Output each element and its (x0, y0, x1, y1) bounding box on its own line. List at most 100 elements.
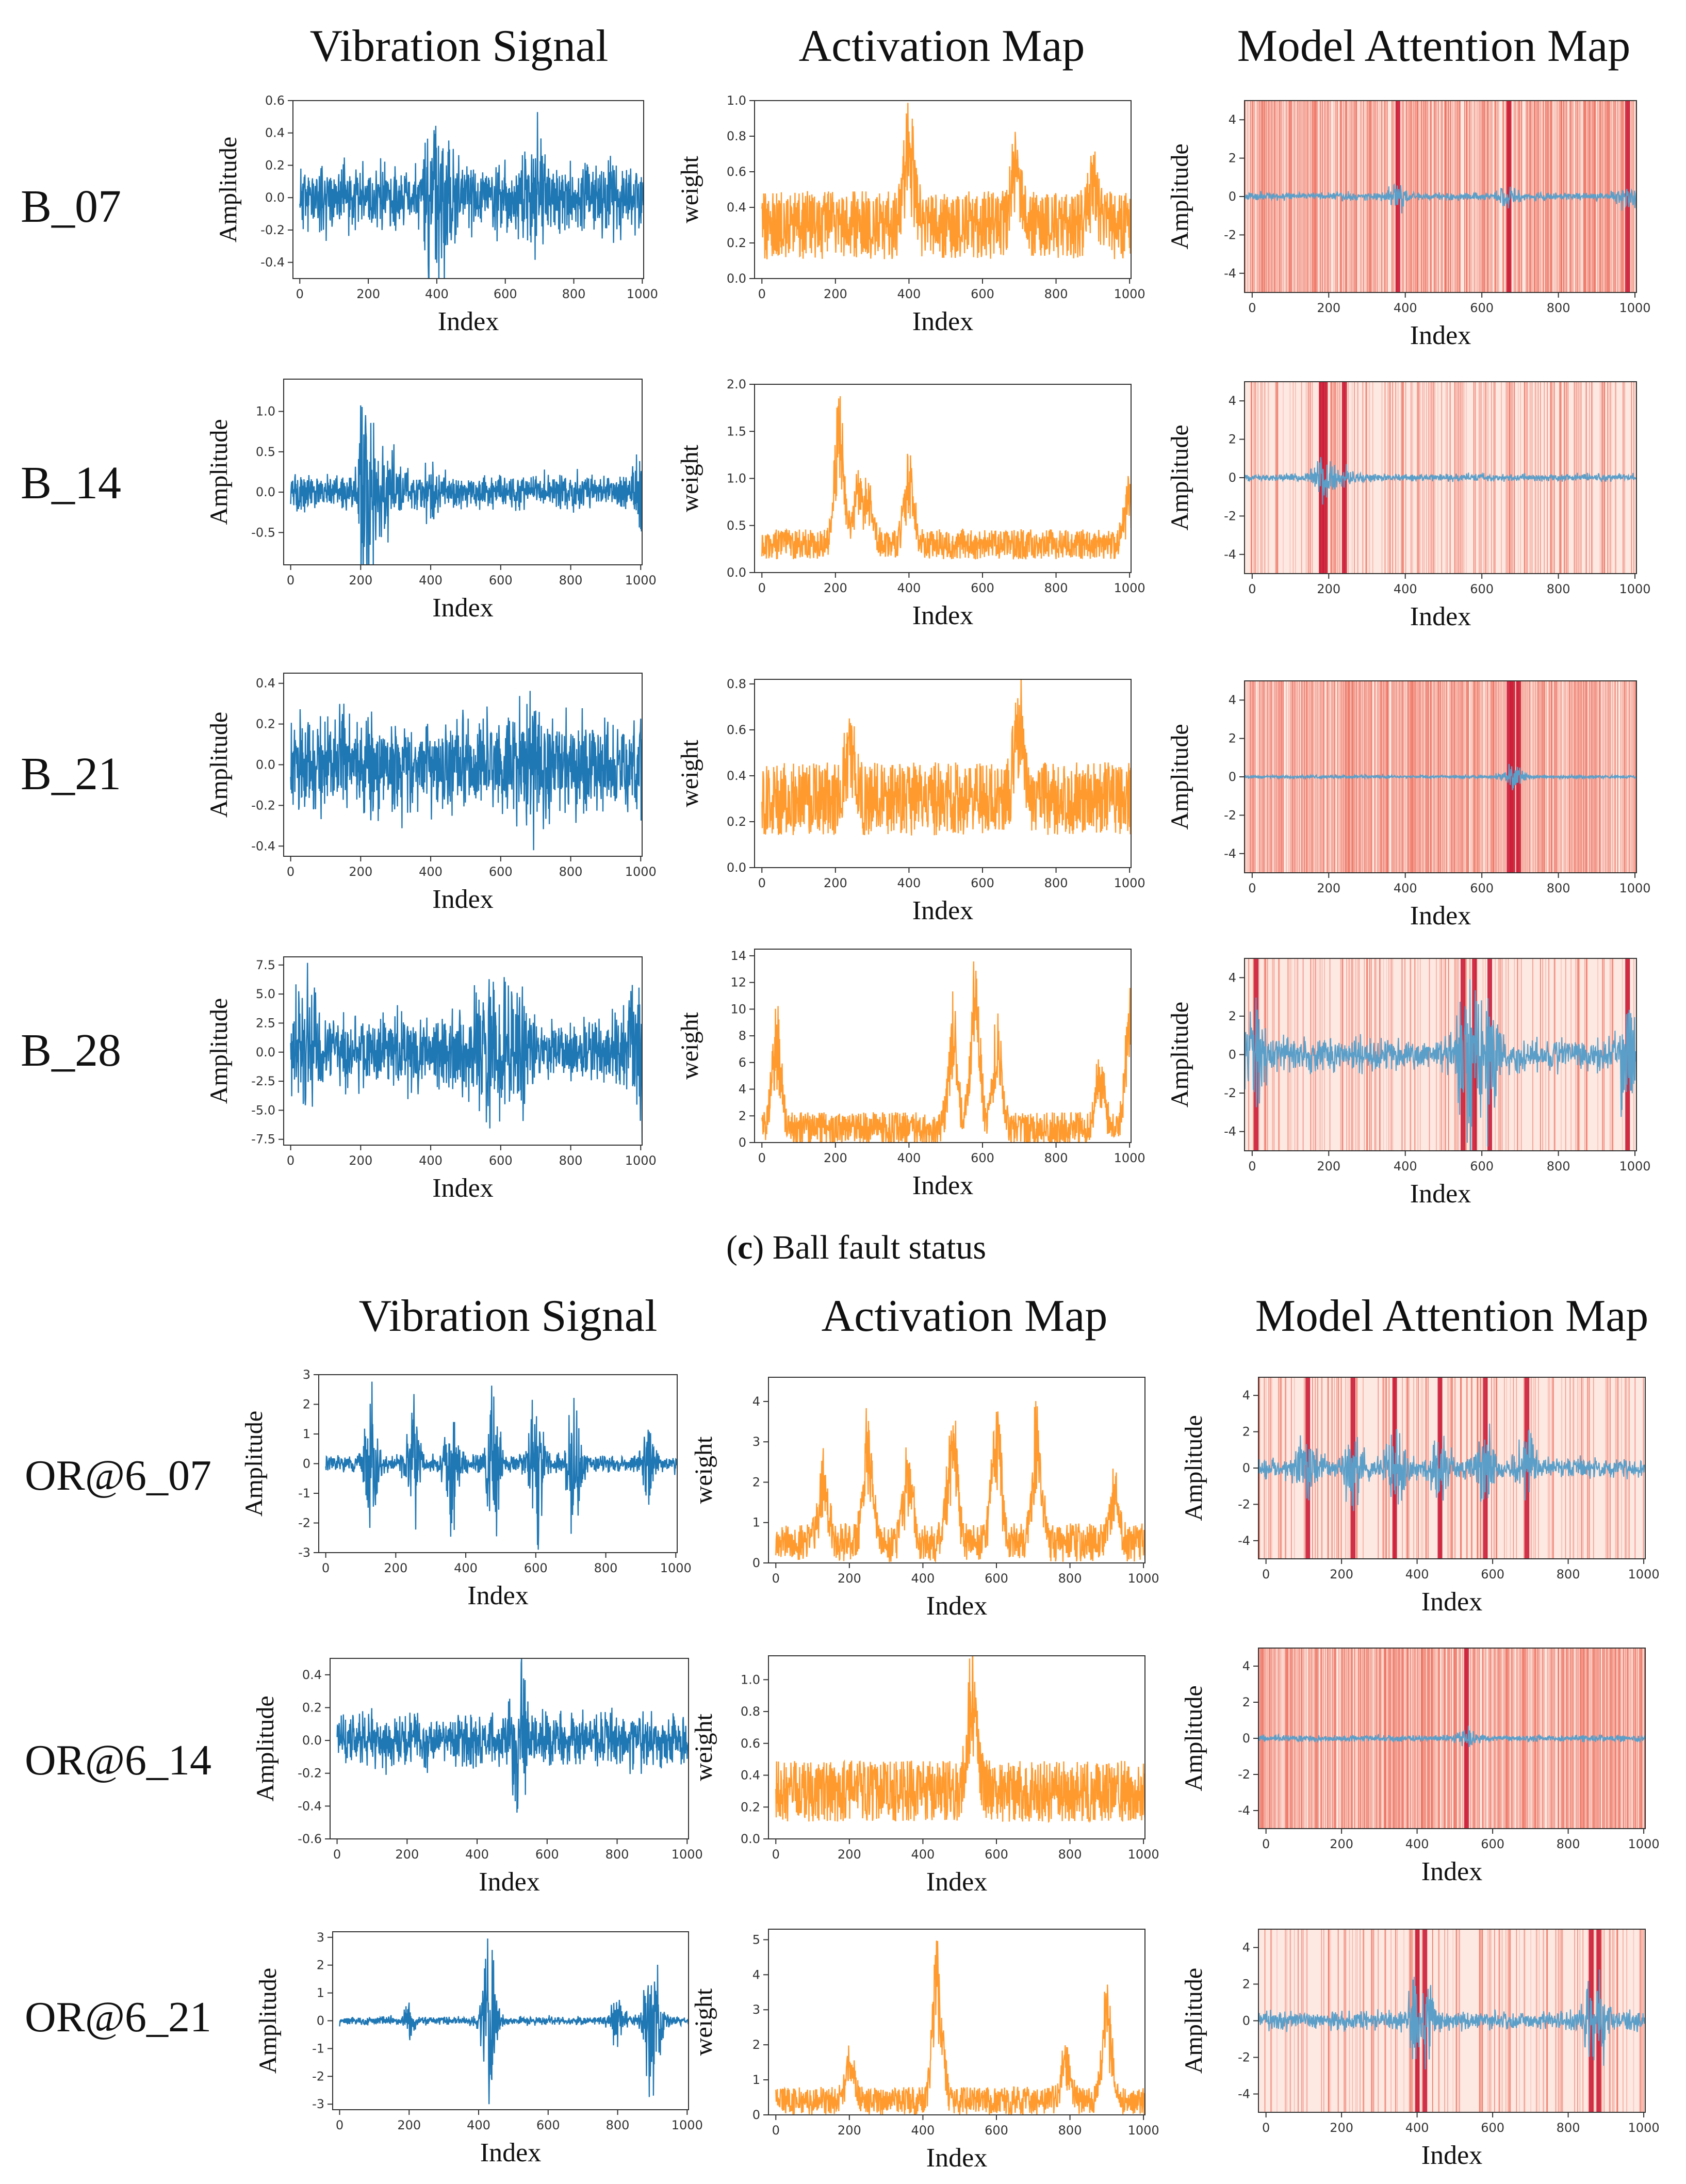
panel-b28-model: 0 200 400 600 800 1000 -4 -2 0 2 4 Index Amplitude (1166, 958, 1651, 1209)
attention-bar (1544, 101, 1546, 292)
attention-bar (1459, 382, 1460, 574)
y-axis-label: Amplitude (254, 1968, 282, 2074)
y-tick-label: 0.6 (727, 723, 746, 737)
attention-bar (1378, 1929, 1379, 2112)
x-tick-label: 1000 (625, 865, 657, 879)
attention-bar (1289, 1929, 1290, 2112)
x-tick-label: 800 (559, 573, 583, 588)
y-axis-label: weight (690, 1714, 717, 1781)
x-tick-label: 1000 (1114, 876, 1145, 890)
panel-or621-model: 0 200 400 600 800 1000 -4 -2 0 2 4 Index Amplitude (1180, 1929, 1660, 2170)
series-line-or614-vibration (336, 1658, 689, 1813)
x-tick-label: 800 (1044, 581, 1068, 595)
y-tick-label: -0.6 (298, 1832, 322, 1846)
attention-bar (1602, 101, 1604, 292)
x-tick-label: 800 (1557, 1837, 1580, 1851)
chart-panels: 0 200 400 600 800 1000-0.4-0.20.00.20.40.6Ind… (205, 93, 1660, 2173)
series-line-b28-vibration (290, 963, 642, 1143)
x-tick-label: 1000 (625, 573, 657, 588)
y-tick-label: 0.2 (302, 1700, 322, 1715)
attention-bar (1537, 1648, 1538, 1829)
attention-bar (1414, 1648, 1415, 1829)
y-tick-label: 0.5 (256, 445, 275, 459)
x-tick-label: 800 (1044, 287, 1068, 301)
x-tick-label: 0 (333, 1847, 341, 1862)
y-tick-label: 2 (752, 2038, 760, 2052)
attention-bar (1394, 1648, 1395, 1829)
attention-bar (1632, 101, 1634, 292)
attention-bar (1351, 101, 1353, 292)
attention-bar (1601, 382, 1602, 574)
y-tick-label: 0 (1242, 1731, 1250, 1746)
x-tick-label: 600 (1481, 2121, 1504, 2135)
x-tick-label: 200 (1330, 2121, 1353, 2135)
x-tick-label: 0 (287, 573, 294, 588)
y-tick-label: -0.2 (251, 798, 275, 812)
attention-bar (1471, 101, 1472, 292)
x-tick-label: 400 (419, 1153, 443, 1168)
x-tick-label: 0 (758, 876, 766, 890)
y-tick-label: 3 (303, 1367, 310, 1382)
y-tick-label: 0 (752, 1556, 760, 1570)
x-tick-label: 600 (1470, 301, 1494, 315)
attention-bar (1340, 101, 1341, 292)
x-tick-label: 600 (971, 287, 994, 301)
attention-bar (1625, 1377, 1626, 1559)
panel-or614-activation: 0 200 400 600 800 1000 0.0 0.2 0.4 0.6 0.8 1.0 Index… (690, 1655, 1159, 1897)
attention-bar (1298, 1648, 1299, 1829)
attention-strong-bar (1322, 382, 1328, 574)
attention-bar (1317, 681, 1318, 873)
x-tick-label: 0 (1248, 1159, 1256, 1174)
y-tick-label: -4 (1224, 1124, 1236, 1139)
x-tick-label: 0 (772, 1847, 780, 1862)
attention-bar (1405, 1377, 1407, 1559)
attention-bar (1315, 958, 1316, 1151)
series-line-or614-activation (775, 1656, 1145, 1823)
axes-frame-or614-activation (768, 1655, 1145, 1839)
attention-bar (1279, 958, 1280, 1151)
x-tick-label: 1000 (1128, 2123, 1159, 2138)
y-tick-label: 2 (1242, 1695, 1250, 1709)
attention-bar (1455, 101, 1456, 292)
attention-bar (1305, 101, 1306, 292)
attention-bar (1373, 1929, 1374, 2112)
y-axis-label: Amplitude (1180, 1685, 1207, 1791)
attention-bar (1582, 1929, 1584, 2112)
x-tick-label: 1000 (672, 2118, 703, 2132)
x-axis-label: Index (1421, 2141, 1482, 2170)
axes-frame-b28-activation (754, 949, 1132, 1143)
x-tick-label: 0 (758, 581, 766, 595)
x-tick-label: 200 (349, 573, 372, 588)
row-label-b14: B_14 (21, 458, 121, 509)
attention-bar (1450, 1648, 1451, 1829)
y-tick-label: 0 (1229, 1048, 1236, 1062)
attention-bar (1527, 1648, 1528, 1829)
x-tick-label: 1000 (1619, 881, 1650, 895)
x-tick-label: 800 (1547, 301, 1570, 315)
x-tick-label: 200 (397, 2118, 421, 2132)
x-axis-label: Index (912, 307, 973, 336)
x-axis-label: Index (912, 1171, 973, 1200)
attention-bar (1573, 1377, 1575, 1559)
attention-bar (1310, 958, 1312, 1151)
x-tick-label: 1000 (1114, 1151, 1145, 1165)
attention-bar (1612, 958, 1614, 1151)
attention-bar (1640, 1929, 1641, 2112)
x-tick-label: 0 (296, 287, 304, 301)
x-tick-label: 200 (838, 2123, 861, 2138)
attention-bar (1570, 958, 1572, 1151)
axes-frame-b14-vibration (283, 379, 643, 565)
column-header-vibration-signal-2: Vibration Signal (359, 1291, 658, 1341)
x-tick-label: 400 (911, 1571, 935, 1586)
x-axis-label: Index (480, 2138, 541, 2167)
x-axis-label: Index (479, 1867, 539, 1897)
y-tick-label: 2 (303, 1397, 310, 1412)
x-tick-label: 600 (985, 2123, 1008, 2138)
attention-bar (1458, 382, 1459, 574)
y-axis-label: Amplitude (205, 998, 233, 1104)
attention-bar (1470, 1377, 1472, 1559)
x-axis-label: Index (432, 593, 493, 623)
x-tick-label: 600 (1470, 1159, 1494, 1174)
y-axis-label: Amplitude (205, 419, 233, 525)
y-axis-label: Amplitude (215, 137, 242, 242)
